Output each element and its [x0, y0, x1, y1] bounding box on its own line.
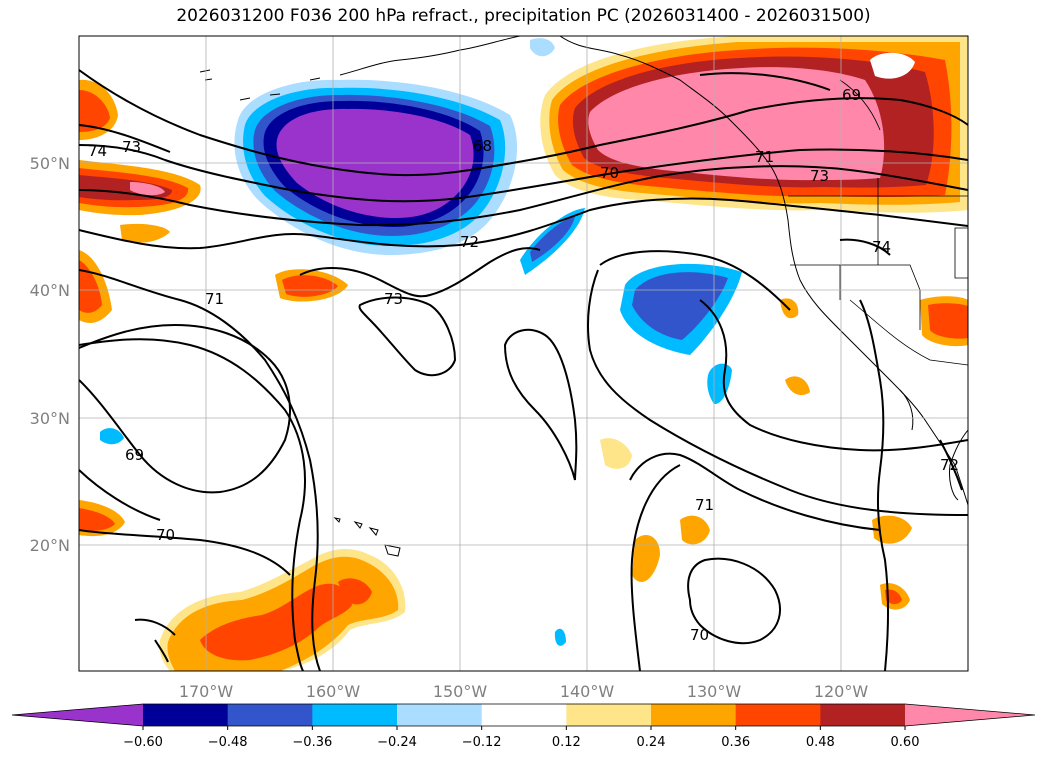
refractivity-contours [79, 69, 968, 671]
lat-label: 30°N [30, 409, 70, 428]
latitude-labels: 50°N 40°N 30°N 20°N [30, 154, 70, 555]
colorbar-extend-min [12, 704, 143, 726]
colorbar-extend-max [905, 704, 1035, 726]
colorbar-tick-label: 0.60 [891, 735, 920, 750]
contour-label: 68 [473, 137, 492, 155]
colorbar-bin [820, 704, 906, 726]
lon-label: 140°W [560, 682, 615, 701]
colorbar-tick-label: −0.12 [462, 735, 502, 750]
lon-label: 120°W [814, 682, 869, 701]
colorbar-tick-label: −0.36 [292, 735, 332, 750]
lon-label: 170°W [179, 682, 234, 701]
colorbar-bin [227, 704, 313, 726]
positive-anomaly-west [79, 79, 348, 537]
colorbar-bin [651, 704, 737, 726]
colorbar-tick-label: −0.24 [377, 735, 417, 750]
contour-label: 69 [842, 86, 861, 104]
contour-label: 73 [384, 290, 403, 308]
map-title: 2026031200 F036 200 hPa refract., precip… [176, 6, 871, 26]
colorbar-bin [735, 704, 821, 726]
colorbar-ticks: −0.60 −0.48 −0.36 −0.24 −0.12 0.12 0.24 0.36 0.4… [123, 726, 919, 750]
colorbar-bin [481, 704, 567, 726]
contour-label: 74 [88, 142, 107, 160]
colorbar-tick-label: −0.48 [208, 735, 248, 750]
colorbar-bin [566, 704, 652, 726]
colorbar-segments [11, 703, 1036, 727]
contour-label: 71 [695, 496, 714, 514]
contour-labels: 73 68 69 70 71 73 74 72 71 73 69 70 71 7… [88, 86, 959, 644]
colorbar-bin [397, 704, 483, 726]
colorbar-bin [143, 704, 229, 726]
negative-anomaly-small [100, 38, 742, 646]
contour-label: 72 [460, 233, 479, 251]
lat-label: 40°N [30, 281, 70, 300]
coastlines [199, 36, 968, 557]
positive-anomaly-south [159, 296, 968, 671]
lon-label: 130°W [687, 682, 742, 701]
map-area: 73 68 69 70 71 73 74 72 71 73 69 70 71 7… [79, 36, 968, 671]
contour-label: 73 [810, 167, 829, 185]
colorbar-tick-label: 0.12 [552, 735, 581, 750]
longitude-labels: 170°W 160°W 150°W 140°W 130°W 120°W [179, 682, 869, 701]
lat-label: 20°N [30, 536, 70, 555]
contour-label: 71 [205, 290, 224, 308]
colorbar-tick-label: −0.60 [123, 735, 163, 750]
gridlines [79, 36, 968, 671]
lon-label: 150°W [433, 682, 488, 701]
positive-anomaly-northeast [540, 36, 968, 213]
contour-label: 69 [125, 446, 144, 464]
colorbar-tick-label: 0.36 [721, 735, 750, 750]
contour-label: 74 [872, 238, 891, 256]
lon-label: 160°W [306, 682, 361, 701]
contour-label: 70 [600, 164, 619, 182]
colorbar-bin [312, 704, 398, 726]
colorbar-tick-label: 0.24 [637, 735, 666, 750]
contour-label: 70 [690, 626, 709, 644]
map-frame [78, 35, 969, 672]
negative-anomaly-blob [234, 79, 518, 256]
contour-label: 71 [755, 148, 774, 166]
colorbar-tick-label: 0.48 [806, 735, 835, 750]
colorbar: −0.60 −0.48 −0.36 −0.24 −0.12 0.12 0.24 0.36 0.4… [11, 703, 1036, 750]
political-borders [788, 79, 968, 366]
contour-label: 70 [156, 526, 175, 544]
lat-label: 50°N [30, 154, 70, 173]
contour-label: 73 [122, 138, 141, 156]
contour-label: 72 [940, 456, 959, 474]
